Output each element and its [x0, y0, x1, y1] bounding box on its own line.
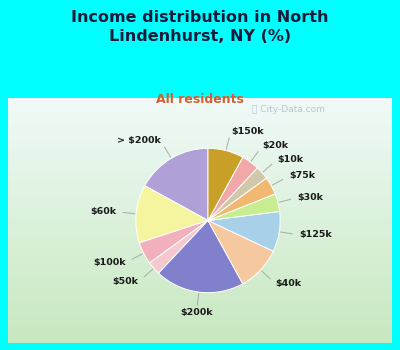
Text: > $200k: > $200k	[117, 136, 161, 146]
Text: $200k: $200k	[180, 308, 213, 317]
Text: $20k: $20k	[262, 141, 288, 150]
Wedge shape	[208, 194, 280, 220]
Wedge shape	[208, 178, 275, 220]
Text: $75k: $75k	[289, 172, 315, 181]
Wedge shape	[208, 157, 258, 220]
Text: $40k: $40k	[275, 279, 302, 288]
Text: $100k: $100k	[93, 258, 126, 267]
Text: $60k: $60k	[90, 207, 116, 216]
Wedge shape	[158, 220, 243, 293]
Text: $125k: $125k	[299, 230, 332, 239]
Wedge shape	[150, 220, 208, 273]
Wedge shape	[208, 148, 243, 220]
Wedge shape	[136, 186, 208, 243]
Wedge shape	[208, 220, 273, 284]
Text: Income distribution in North
Lindenhurst, NY (%): Income distribution in North Lindenhurst…	[71, 10, 329, 44]
Wedge shape	[145, 148, 208, 220]
Text: $150k: $150k	[231, 126, 264, 135]
Text: $30k: $30k	[298, 193, 324, 202]
Text: $50k: $50k	[113, 277, 139, 286]
Text: ⓘ City-Data.com: ⓘ City-Data.com	[252, 105, 325, 114]
Wedge shape	[208, 211, 280, 251]
Wedge shape	[208, 168, 266, 220]
Text: All residents: All residents	[156, 93, 244, 106]
Wedge shape	[139, 220, 208, 263]
Text: $10k: $10k	[277, 155, 304, 164]
